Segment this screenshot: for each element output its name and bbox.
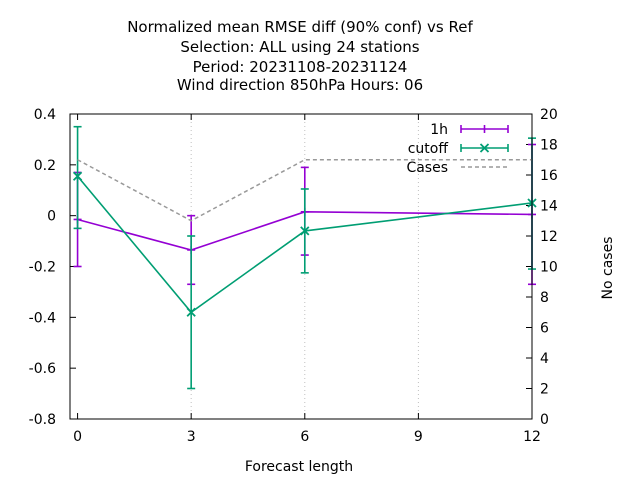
data-point-cutoff [186, 307, 196, 317]
x-axis-label: Forecast length [245, 459, 353, 475]
x-tick-label: 0 [73, 429, 82, 445]
y2-tick-label: 16 [540, 168, 558, 184]
title-line-3: Period: 20231108-20231124 [193, 58, 408, 76]
y-tick-label: -0.2 [29, 260, 56, 276]
series-line-cutoff [76, 175, 533, 314]
y-tick-label: -0.6 [29, 361, 56, 377]
y-tick-label: 0.2 [34, 158, 56, 174]
legend-marker-cutoff [479, 143, 490, 153]
title-line-2: Selection: ALL using 24 stations [180, 38, 419, 56]
y-tick-label: -0.8 [29, 412, 56, 428]
series-line-cases [77, 159, 532, 222]
y2-tick-label: 10 [540, 260, 558, 276]
legend-label-cases: Cases [406, 160, 448, 176]
title-line-1: Normalized mean RMSE diff (90% conf) vs … [127, 18, 473, 36]
data-point-cutoff [300, 226, 310, 236]
plot-frame [69, 113, 533, 420]
x-tick-label: 9 [414, 429, 423, 445]
x-tick-label: 3 [187, 429, 196, 445]
y2-tick-label: 8 [540, 290, 549, 306]
y2-tick-label: 20 [540, 107, 558, 123]
chart-title: Normalized mean RMSE diff (90% conf) vs … [127, 18, 473, 94]
y-tick-label: 0.4 [34, 107, 56, 123]
y2-tick-label: 6 [540, 321, 549, 337]
series-line-1h [77, 211, 533, 251]
y2-tick-label: 12 [540, 229, 558, 245]
y2-tick-label: 2 [540, 382, 549, 398]
y-tick-label: 0 [47, 209, 56, 225]
y2-tick-label: 14 [540, 199, 558, 215]
ticks: 0 3 6 9 12 -0.8 -0.6 -0.4 -0.2 0 0.2 0.4 0 2 4 6 8 10 12 14… [29, 107, 558, 445]
x-tick-label: 12 [523, 429, 541, 445]
series-layer [72, 125, 537, 390]
y-tick-label: -0.4 [29, 310, 56, 326]
y2-tick-label: 18 [540, 138, 558, 154]
y2-tick-label: 4 [540, 351, 549, 367]
legend-label-cutoff: cutoff [408, 141, 449, 157]
data-point-cutoff [72, 171, 83, 181]
title-line-4: Wind direction 850hPa Hours: 06 [177, 76, 423, 94]
y2-tick-label: 0 [540, 412, 549, 428]
legend: 1h cutoff Cases [406, 122, 509, 176]
y2-axis-label: No cases [600, 237, 616, 300]
legend-label-1h: 1h [430, 122, 448, 138]
x-tick-label: 6 [300, 429, 309, 445]
